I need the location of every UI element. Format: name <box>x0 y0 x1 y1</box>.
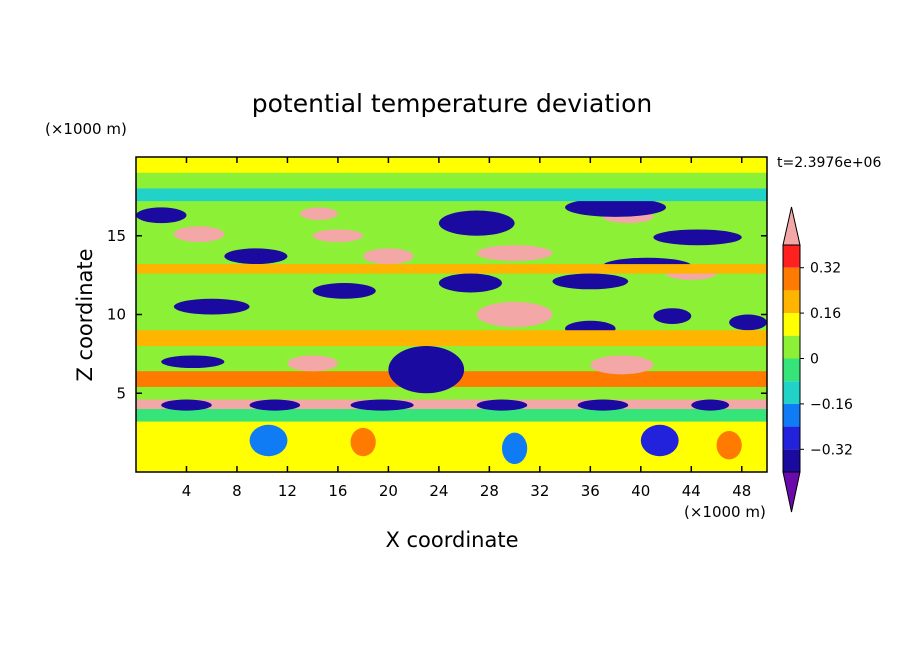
heatmap-band <box>136 330 767 346</box>
colorbar-swatch <box>783 290 800 314</box>
x-tick-label: 4 <box>182 482 192 500</box>
x-tick-label: 32 <box>530 482 549 500</box>
heatmap-blob <box>300 207 338 220</box>
heatmap-blob <box>476 301 553 328</box>
x-tick-label: 24 <box>429 482 448 500</box>
heatmap-blob <box>350 427 376 457</box>
heatmap-blob <box>224 248 288 265</box>
heatmap-blob <box>577 399 629 411</box>
x-tick-label: 40 <box>631 482 650 500</box>
colorbar-swatch <box>783 381 800 404</box>
y-unit-label: (×1000 m) <box>45 120 127 138</box>
heatmap-band <box>136 399 767 409</box>
heatmap-blob <box>552 273 629 290</box>
heatmap-blob <box>287 355 338 372</box>
heatmap-blob <box>312 283 376 299</box>
heatmap-blob <box>173 226 225 243</box>
x-axis: 4 8 12 16 20 24 28 32 36 40 44 48 <box>182 157 751 500</box>
heatmap-blob <box>565 197 667 217</box>
heatmap-band <box>136 188 767 202</box>
heatmap-blob <box>350 399 414 411</box>
heatmap-blob <box>249 399 301 411</box>
x-tick-label: 28 <box>480 482 499 500</box>
colorbar-label: −0.32 <box>810 442 853 458</box>
heatmap-blob <box>590 355 654 375</box>
x-tick-label: 12 <box>278 482 297 500</box>
x-tick-label: 48 <box>732 482 751 500</box>
colorbar-label: 0 <box>810 352 819 368</box>
colorbar-swatch <box>783 449 800 472</box>
x-tick-label: 16 <box>328 482 347 500</box>
heatmap-blob <box>716 431 742 460</box>
x-axis-label: X coordinate <box>385 528 518 552</box>
colorbar-top-arrow <box>782 206 801 246</box>
colorbar-swatch <box>783 358 800 382</box>
colorbar-label: 0.16 <box>810 306 841 322</box>
heatmap-blob <box>161 355 225 369</box>
heatmap-blob <box>640 424 679 457</box>
heatmap-band <box>136 264 767 274</box>
heatmap-blob <box>136 207 187 224</box>
y-axis-label: Z coordinate <box>73 248 97 381</box>
heatmap-blob <box>653 308 692 324</box>
heatmap-blob <box>653 229 742 246</box>
colorbar-swatch <box>783 426 800 450</box>
y-axis: 5 10 15 <box>107 227 767 402</box>
colorbar-bottom-arrow <box>782 471 801 513</box>
x-tick-label: 20 <box>379 482 398 500</box>
x-tick-label: 36 <box>581 482 600 500</box>
heatmap-blob <box>501 432 528 465</box>
colorbar-label: 0.32 <box>810 261 841 277</box>
heatmap-blob <box>438 210 515 236</box>
heatmap-blob <box>476 245 553 261</box>
colorbar-swatch <box>783 245 800 268</box>
heatmap-band <box>136 157 767 173</box>
y-tick-label: 5 <box>116 384 126 402</box>
colorbar-swatch <box>783 335 800 359</box>
heatmap-blob <box>312 229 364 243</box>
chart-title: potential temperature deviation <box>252 89 652 118</box>
heatmap-blob <box>363 248 414 265</box>
colorbar: 0.32 0.16 0 −0.16 −0.32 <box>782 206 853 513</box>
heatmap-blob <box>691 399 730 411</box>
x-tick-label: 8 <box>232 482 242 500</box>
colorbar-swatch <box>783 403 800 427</box>
colorbar-swatch <box>783 313 800 336</box>
y-tick-label: 10 <box>107 306 126 324</box>
y-tick-label: 15 <box>107 227 126 245</box>
x-tick-label: 44 <box>682 482 701 500</box>
colorbar-swatch <box>783 267 800 291</box>
heatmap-blob <box>249 424 288 457</box>
heatmap-blob <box>476 399 528 411</box>
colorbar-label: −0.16 <box>810 397 853 413</box>
heatmap-blob <box>161 399 212 411</box>
heatmap-blob <box>173 298 250 315</box>
time-label: t=2.3976e+06 <box>777 155 881 171</box>
x-unit-label: (×1000 m) <box>684 503 766 521</box>
heatmap-plot-area <box>136 157 767 472</box>
heatmap-band <box>136 409 767 422</box>
heatmap-blob <box>729 314 767 331</box>
heatmap-blob <box>438 273 502 293</box>
heatmap-blob <box>388 346 465 394</box>
